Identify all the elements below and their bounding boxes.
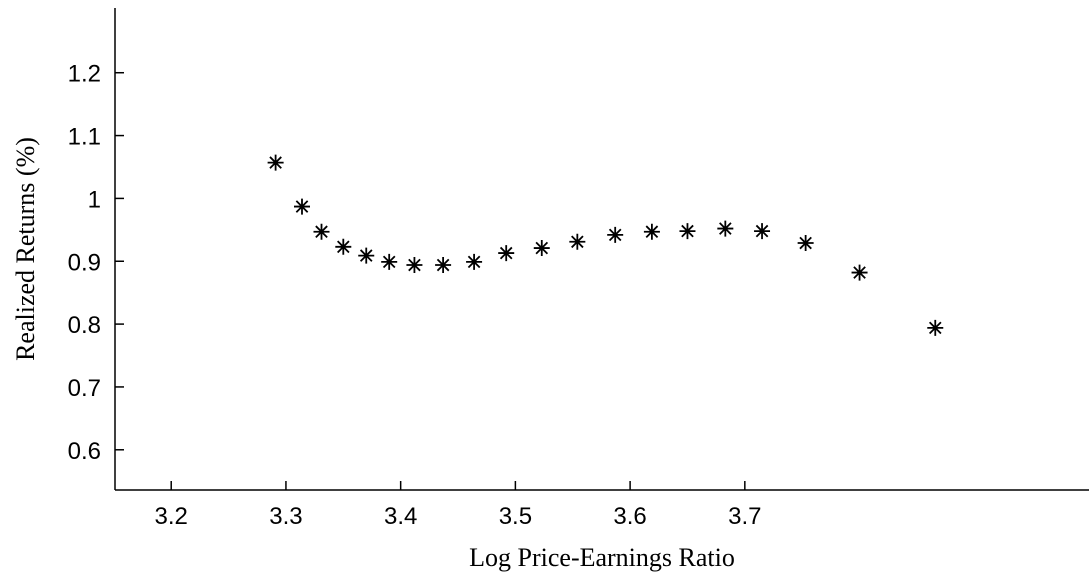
x-tick-label: 3.4 (384, 503, 417, 530)
point (293, 198, 310, 215)
y-tick-label: 1.1 (68, 124, 101, 151)
x-tick-label: 3.3 (269, 503, 302, 530)
point (358, 247, 375, 264)
point (927, 319, 944, 336)
point (498, 245, 515, 262)
point (797, 235, 814, 252)
x-tick-label: 3.2 (155, 503, 188, 530)
point (569, 233, 586, 250)
x-tick-label: 3.7 (728, 503, 761, 530)
point (607, 226, 624, 243)
point (679, 223, 696, 240)
x-tick-label: 3.5 (499, 503, 532, 530)
point (313, 223, 330, 240)
point (643, 223, 660, 240)
y-tick-label: 0.7 (68, 375, 101, 402)
x-axis-label: Log Price-Earnings Ratio (469, 543, 735, 572)
point (435, 257, 452, 274)
y-axis-label: Realized Returns (%) (11, 137, 40, 361)
point (335, 238, 352, 255)
x-tick-label: 3.6 (613, 503, 646, 530)
point (381, 253, 398, 270)
point (466, 253, 483, 270)
point (406, 257, 423, 274)
point (533, 240, 550, 257)
y-tick-label: 0.8 (68, 312, 101, 339)
y-tick-label: 1 (88, 186, 101, 213)
point (267, 154, 284, 171)
point (717, 220, 734, 237)
y-tick-label: 1.2 (68, 61, 101, 88)
y-tick-label: 0.9 (68, 249, 101, 276)
point (754, 223, 771, 240)
y-tick-label: 0.6 (68, 438, 101, 465)
point (851, 264, 868, 281)
